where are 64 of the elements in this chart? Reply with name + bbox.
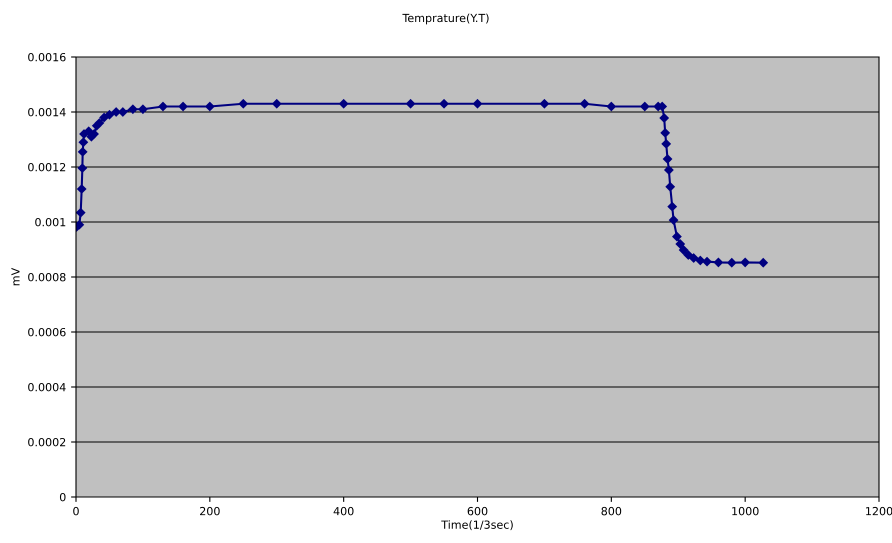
point bbox=[662, 154, 672, 164]
point bbox=[439, 99, 449, 108]
y-tick-label: 0.0008 bbox=[28, 272, 66, 282]
x-tick-label: 800 bbox=[601, 506, 622, 516]
point bbox=[668, 215, 678, 225]
point bbox=[664, 165, 674, 175]
point bbox=[406, 99, 416, 108]
y-tick-label: 0.0002 bbox=[28, 438, 66, 446]
point bbox=[77, 184, 86, 194]
y-tick-label: 0.0016 bbox=[28, 52, 66, 62]
point bbox=[118, 107, 128, 117]
point bbox=[640, 102, 650, 112]
point bbox=[668, 202, 677, 212]
x-tick-label: 400 bbox=[334, 506, 354, 516]
y-tick-label: 0.0004 bbox=[28, 382, 66, 392]
point bbox=[94, 118, 104, 128]
point bbox=[660, 128, 670, 138]
point bbox=[714, 258, 724, 268]
x-tick-label: 0 bbox=[73, 506, 79, 516]
point bbox=[678, 245, 688, 255]
point bbox=[158, 102, 168, 112]
point bbox=[662, 139, 671, 149]
x-tick-label: 200 bbox=[200, 506, 220, 516]
y-tick-label: 0.0014 bbox=[28, 108, 66, 116]
x-tick-label: 600 bbox=[468, 506, 488, 516]
point bbox=[666, 182, 675, 192]
point bbox=[684, 250, 693, 260]
point bbox=[540, 99, 550, 108]
point bbox=[76, 208, 86, 218]
chart-title: Temprature(Y.T) bbox=[402, 14, 489, 24]
point bbox=[758, 258, 768, 268]
point bbox=[238, 99, 248, 108]
point bbox=[76, 220, 84, 230]
point bbox=[178, 102, 188, 112]
point bbox=[78, 147, 88, 156]
point bbox=[99, 112, 109, 122]
point bbox=[660, 113, 669, 123]
y-tick-label: 0.001 bbox=[35, 218, 66, 226]
point bbox=[740, 258, 750, 268]
y-tick-label: 0.0012 bbox=[28, 162, 66, 172]
point bbox=[138, 104, 148, 114]
y-tick-label: 0 bbox=[60, 492, 66, 502]
y-tick-label: 0.0006 bbox=[28, 328, 66, 336]
point bbox=[676, 239, 685, 249]
point bbox=[696, 256, 705, 266]
point bbox=[702, 256, 712, 266]
point bbox=[78, 138, 88, 147]
point bbox=[689, 253, 698, 263]
x-tick-label: 1200 bbox=[866, 506, 892, 516]
point bbox=[112, 107, 121, 117]
point bbox=[727, 258, 736, 268]
point bbox=[104, 110, 114, 120]
point bbox=[580, 99, 590, 108]
point bbox=[672, 232, 682, 242]
point bbox=[272, 99, 282, 108]
point bbox=[205, 102, 214, 112]
point bbox=[606, 102, 616, 112]
point bbox=[78, 163, 87, 173]
point bbox=[128, 104, 138, 114]
x-axis-title: Time(1/3sec) bbox=[441, 520, 513, 530]
point bbox=[472, 99, 482, 108]
y-axis-title: mV bbox=[11, 268, 20, 286]
x-tick-label: 1000 bbox=[732, 506, 759, 516]
point bbox=[339, 99, 348, 108]
